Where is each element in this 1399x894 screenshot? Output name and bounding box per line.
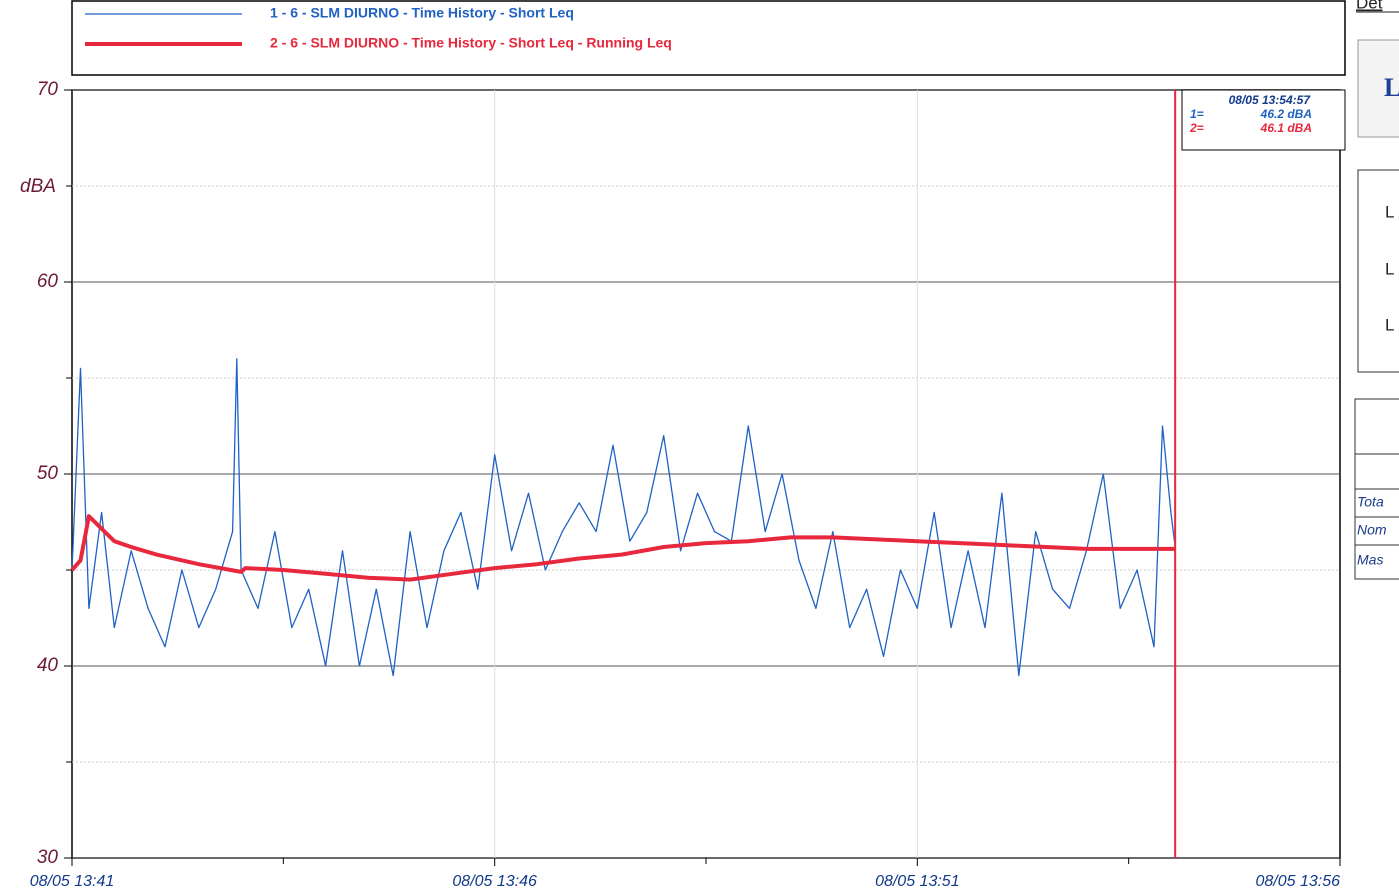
y-tick-label: 40 — [37, 655, 59, 676]
x-tick-label: 08/05 13:51 — [875, 873, 960, 890]
side-badge-box — [1357, 39, 1399, 138]
y-axis-label: dBA — [20, 176, 56, 197]
side-box — [1357, 169, 1399, 373]
side-badge: L — [1384, 73, 1399, 102]
y-tick-label: 60 — [37, 271, 59, 292]
cursor-box — [1181, 89, 1346, 151]
side-table-cell: Mas — [1357, 552, 1383, 568]
legend-label: 2 - 6 - SLM DIURNO - Time History - Shor… — [270, 35, 672, 51]
x-tick-label: 08/05 13:56 — [1255, 873, 1340, 890]
cursor-key: 1= — [1190, 107, 1204, 121]
series-line — [71, 358, 1176, 677]
side-row: L — [1385, 259, 1394, 278]
legend-box — [71, 0, 1346, 76]
y-tick-label: 50 — [37, 463, 59, 484]
y-tick-label: 70 — [37, 79, 59, 100]
side-table-cell: Nom — [1357, 522, 1387, 538]
x-tick-label: 08/05 13:46 — [452, 873, 537, 890]
side-row: L — [1385, 315, 1394, 334]
side-header: Det — [1356, 0, 1383, 12]
series-line — [70, 514, 1176, 582]
cursor-value: 46.2 dBA — [1260, 107, 1312, 121]
side-table-cell: Tota — [1357, 494, 1384, 510]
cursor-time: 08/05 13:54:57 — [1229, 93, 1312, 107]
x-tick-label: 08/05 13:41 — [30, 873, 115, 890]
side-row: L — [1385, 202, 1394, 221]
cursor-key: 2= — [1189, 121, 1204, 135]
legend-label: 1 - 6 - SLM DIURNO - Time History - Shor… — [270, 5, 574, 21]
y-tick-label: 30 — [37, 847, 59, 868]
cursor-value: 46.1 dBA — [1260, 121, 1312, 135]
